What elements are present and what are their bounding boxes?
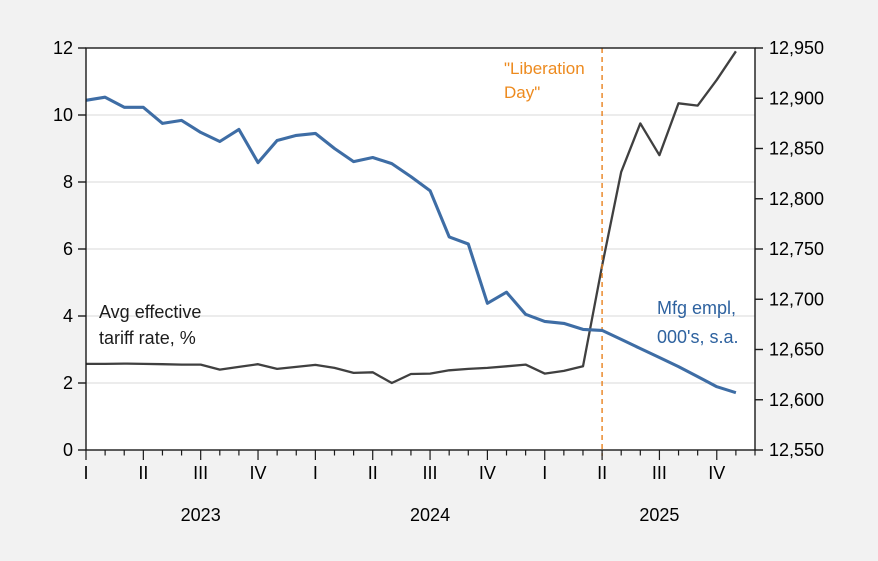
- mfg-series-label-line1: Mfg empl,: [657, 298, 737, 318]
- y-right-tick-label: 12,850: [769, 139, 824, 159]
- y-right-tick-label: 12,550: [769, 440, 824, 460]
- x-quarter-label: IV: [708, 463, 725, 483]
- x-quarter-label: II: [368, 463, 378, 483]
- y-left-tick-label: 0: [63, 440, 73, 460]
- y-left-tick-label: 12: [53, 38, 73, 58]
- y-right-tick-label: 12,650: [769, 340, 824, 360]
- y-right-tick-label: 12,950: [769, 38, 824, 58]
- x-quarter-label: III: [652, 463, 667, 483]
- y-left-tick-label: 2: [63, 373, 73, 393]
- y-right-tick-label: 12,750: [769, 239, 824, 259]
- x-quarter-label: I: [313, 463, 318, 483]
- y-right-tick-label: 12,700: [769, 289, 824, 309]
- x-quarter-label: II: [138, 463, 148, 483]
- x-quarter-label: II: [597, 463, 607, 483]
- x-year-label: 2024: [410, 505, 450, 525]
- tariff-series-label: Avg effective tariff rate, %: [99, 299, 201, 351]
- y-left-tick-label: 8: [63, 172, 73, 192]
- mfg-series-label-line2: 000's, s.a.: [657, 327, 739, 347]
- liberation-day-label-line1: "Liberation: [504, 59, 585, 78]
- x-quarter-label: I: [542, 463, 547, 483]
- x-quarter-label: I: [83, 463, 88, 483]
- y-left-tick-label: 10: [53, 105, 73, 125]
- x-quarter-label: III: [423, 463, 438, 483]
- x-quarter-label: IV: [479, 463, 496, 483]
- x-year-label: 2025: [639, 505, 679, 525]
- y-left-tick-label: 6: [63, 239, 73, 259]
- liberation-day-label-line2: Day": [504, 83, 541, 102]
- y-right-tick-label: 12,800: [769, 189, 824, 209]
- y-right-tick-label: 12,900: [769, 88, 824, 108]
- y-right-tick-label: 12,600: [769, 390, 824, 410]
- tariff-series-label-line2: tariff rate, %: [99, 328, 196, 348]
- y-left-tick-label: 4: [63, 306, 73, 326]
- x-year-label: 2023: [181, 505, 221, 525]
- x-quarter-label: IV: [250, 463, 267, 483]
- x-quarter-label: III: [193, 463, 208, 483]
- mfg-series-label: Mfg empl, 000's, s.a.: [657, 294, 738, 352]
- liberation-day-label: "Liberation Day": [504, 57, 585, 105]
- tariff-series-label-line1: Avg effective: [99, 302, 202, 322]
- tariff-rate-line: [86, 50, 737, 385]
- mfg-employment-line: [85, 95, 737, 395]
